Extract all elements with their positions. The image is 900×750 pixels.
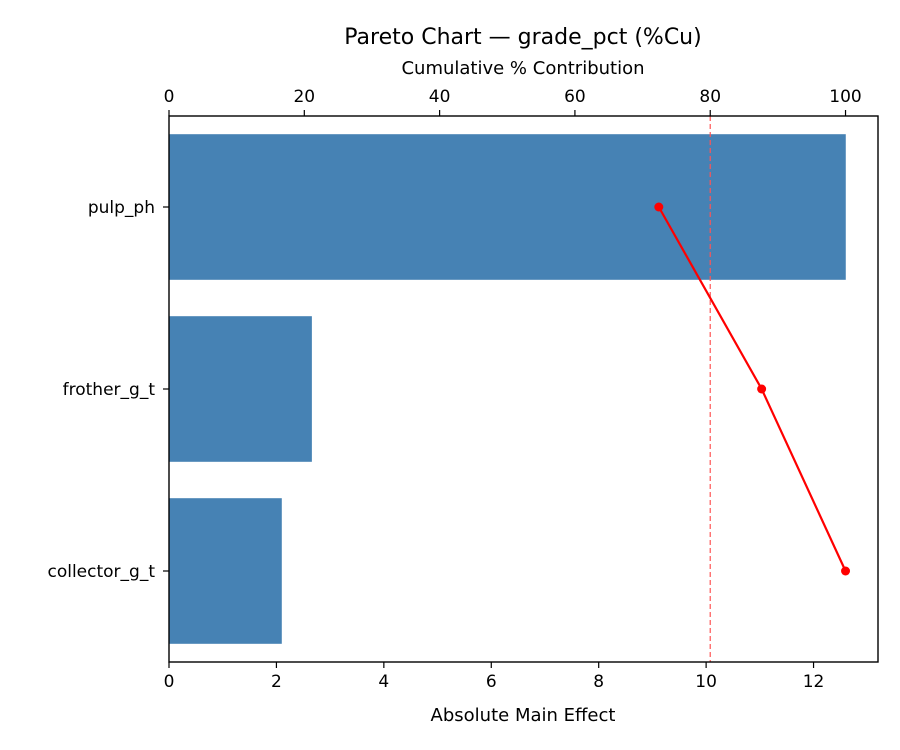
bottom-tick-label: 2: [271, 672, 282, 692]
bottom-tick-label: 10: [695, 672, 717, 692]
cumulative-line-group: [654, 202, 851, 576]
category-label-frother_g_t: frother_g_t: [63, 380, 156, 400]
bar-frother_g_t: [169, 316, 312, 462]
category-label-collector_g_t: collector_g_t: [47, 562, 155, 582]
bottom-tick-label: 4: [378, 672, 389, 692]
top-axis: 0 20 40 60 80 100: [164, 87, 862, 116]
bottom-tick-label: 8: [593, 672, 604, 692]
bottom-tick-label: 0: [164, 672, 175, 692]
cumulative-point-frother_g_t: [757, 384, 767, 394]
bottom-tick-label: 12: [803, 672, 825, 692]
chart-title: Pareto Chart — grade_pct (%Cu): [344, 25, 701, 50]
top-tick-label: 40: [429, 87, 451, 107]
top-tick-label: 0: [164, 87, 175, 107]
bottom-axis: 0 2 4 6 8 10 12: [164, 662, 825, 692]
top-tick-label: 60: [564, 87, 586, 107]
cumulative-point-collector_g_t: [841, 566, 851, 576]
cumulative-point-pulp_ph: [654, 202, 664, 212]
category-axis: pulp_ph frother_g_t collector_g_t: [47, 198, 169, 582]
top-tick-label: 100: [829, 87, 861, 107]
bars-group: [169, 134, 846, 644]
category-label-pulp_ph: pulp_ph: [88, 198, 155, 218]
top-tick-label: 20: [293, 87, 315, 107]
bottom-axis-title: Absolute Main Effect: [431, 705, 616, 726]
bottom-tick-label: 6: [486, 672, 497, 692]
top-tick-label: 80: [699, 87, 721, 107]
bar-collector_g_t: [169, 498, 282, 644]
top-axis-title: Cumulative % Contribution: [401, 58, 644, 79]
bar-pulp_ph: [169, 134, 846, 280]
